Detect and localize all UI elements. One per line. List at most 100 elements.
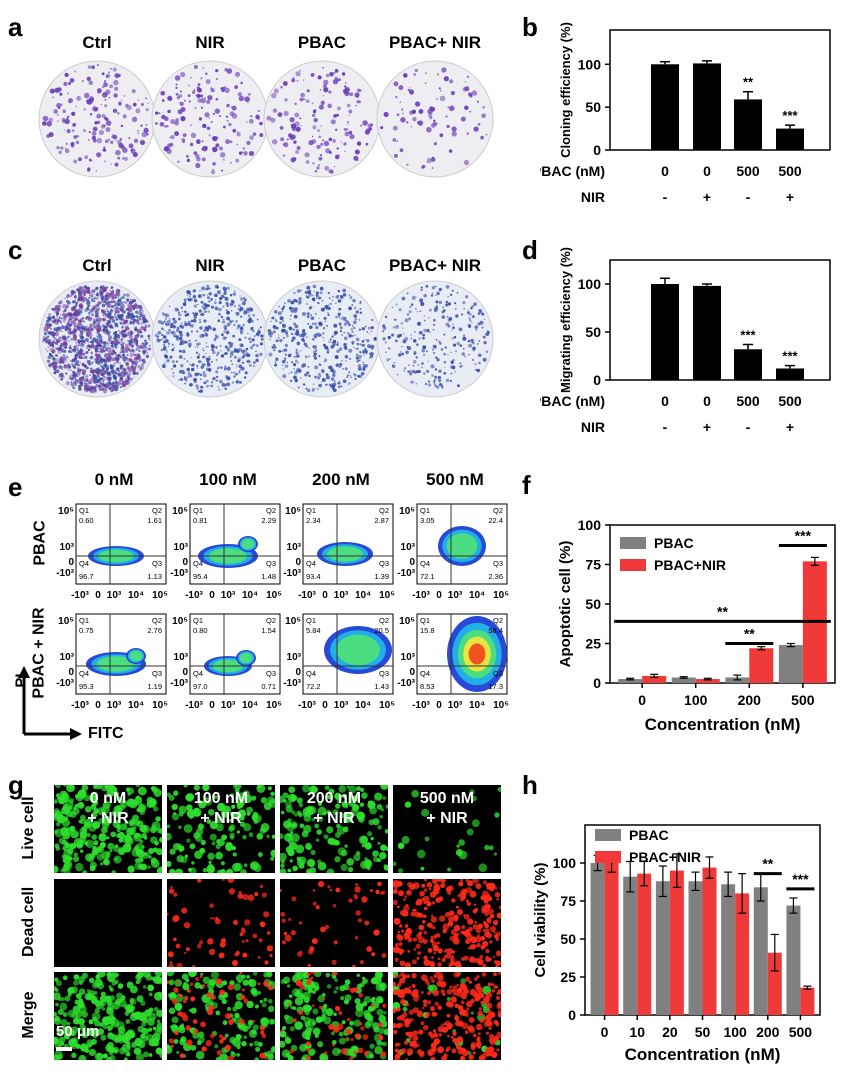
x-tick-label: 10⁴ xyxy=(242,590,258,601)
legend-label: PBAC+NIR xyxy=(629,849,701,865)
y-tick-label: -10³ xyxy=(283,568,301,579)
quadrant-value: 72.1 xyxy=(420,572,435,581)
quadrant-value: 97.0 xyxy=(193,682,208,691)
x-tick-label: 10³ xyxy=(334,590,349,601)
quadrant-value: 5.84 xyxy=(306,626,321,635)
quadrant-name: Q2 xyxy=(493,616,503,625)
micrograph-tile xyxy=(393,879,501,967)
micrograph-tile xyxy=(54,785,162,873)
bar xyxy=(590,863,605,1015)
quadrant-name: Q2 xyxy=(152,506,162,515)
chart-d: 0 50 100 Migrating efficiency (%) *** *** PBAC… xyxy=(540,247,831,435)
bar xyxy=(767,952,782,1015)
quadrant-value: 0.81 xyxy=(193,516,208,525)
x-tick-label: 0 xyxy=(436,590,442,601)
x-tick-label: 10⁵ xyxy=(266,700,282,711)
g-column-label: 500 nM + NIR xyxy=(419,790,475,827)
y-tick-label: 10³ xyxy=(401,652,416,663)
significance-mark: ** xyxy=(717,603,728,619)
quadrant-value: 20.5 xyxy=(374,626,389,635)
quadrant-name: Q4 xyxy=(79,669,89,678)
quadrant-name: Q2 xyxy=(379,616,389,625)
quadrant-value: 0.75 xyxy=(79,626,94,635)
g-column-label: 0 nM + NIR xyxy=(87,790,129,827)
x-tick-label: 20 xyxy=(662,1024,678,1040)
x-tick-label: 0 xyxy=(95,700,101,711)
quadrant-value: 0.80 xyxy=(193,626,208,635)
legend-swatch xyxy=(620,537,646,549)
g-column-label: 200 nM + NIR xyxy=(306,790,362,827)
y-tick-label: 75 xyxy=(585,557,601,573)
x-tick-label: 10³ xyxy=(221,590,236,601)
quadrant-name: Q1 xyxy=(420,616,430,625)
y-tick-label: -10³ xyxy=(170,568,188,579)
significance-mark: *** xyxy=(782,349,798,364)
quadrant-value: 1.13 xyxy=(147,572,162,581)
x-tick-label: 500 xyxy=(791,692,815,708)
x-tick-label: 0 xyxy=(209,700,215,711)
quadrant-value: 96.7 xyxy=(79,572,94,581)
x-tick-label: -10³ xyxy=(71,700,89,711)
panel-label-g: g xyxy=(8,770,24,800)
x-tick-label: 10⁴ xyxy=(355,590,371,601)
dish-image xyxy=(38,60,156,178)
quadrant-value: 8.53 xyxy=(420,682,435,691)
row-label: NIR xyxy=(581,189,605,205)
y-tick-label: 0 xyxy=(593,142,601,158)
g-row-label: Dead cell xyxy=(20,886,37,957)
quadrant-value: 2.76 xyxy=(147,626,162,635)
quadrant-value: 2.36 xyxy=(488,572,503,581)
y-tick-label: 0 xyxy=(593,675,601,691)
condition-header: PBAC xyxy=(297,256,347,275)
x-tick-label: -10³ xyxy=(185,700,203,711)
quadrant-value: 2.87 xyxy=(374,516,389,525)
significance-mark: ** xyxy=(744,626,755,642)
bar xyxy=(618,679,643,683)
bar xyxy=(651,284,679,380)
y-tick-label: -10³ xyxy=(56,568,74,579)
condition-header: NIR xyxy=(195,33,225,52)
y-tick-label: 25 xyxy=(585,636,601,652)
quadrant-value: 1.43 xyxy=(374,682,389,691)
y-axis-label: Cell viability (%) xyxy=(532,862,549,977)
x-tick-label: 100 xyxy=(684,692,708,708)
legend-label: PBAC+NIR xyxy=(654,557,726,573)
y-tick-label: 50 xyxy=(585,99,601,115)
bar xyxy=(721,884,736,1015)
y-tick-label: 10⁵ xyxy=(172,616,188,627)
row-value: - xyxy=(746,189,751,205)
x-tick-label: 10³ xyxy=(334,700,349,711)
x-tick-label: 0 xyxy=(209,590,215,601)
x-axis-label: Concentration (nM) xyxy=(625,1045,781,1064)
y-tick-label: -10³ xyxy=(397,678,415,689)
condition-header: Ctrl xyxy=(82,33,112,52)
y-tick-label: 100 xyxy=(553,855,577,871)
row-value: 500 xyxy=(736,163,760,179)
bar xyxy=(776,368,804,380)
row-value: - xyxy=(663,419,668,435)
bar xyxy=(693,285,721,380)
quadrant-value: 58.4 xyxy=(488,626,503,635)
micrograph-tile xyxy=(280,785,388,873)
micrograph-tile xyxy=(393,785,501,873)
x-tick-label: -10³ xyxy=(412,700,430,711)
y-tick-label: 10³ xyxy=(287,652,302,663)
x-tick-label: 0 xyxy=(601,1024,609,1040)
x-tick-label: 10³ xyxy=(107,700,122,711)
significance-mark: ** xyxy=(762,856,773,872)
y-tick-label: 0 xyxy=(295,557,301,568)
x-tick-label: 10³ xyxy=(107,590,122,601)
quadrant-name: Q2 xyxy=(379,506,389,515)
x-tick-label: 10⁵ xyxy=(379,700,395,711)
quadrant-value: 1.48 xyxy=(261,572,276,581)
quadrant-name: Q3 xyxy=(152,669,162,678)
concentration-title: 100 nM xyxy=(199,470,257,489)
significance-mark: *** xyxy=(792,871,809,887)
row-value: 500 xyxy=(736,393,760,409)
dish-image xyxy=(38,280,156,398)
